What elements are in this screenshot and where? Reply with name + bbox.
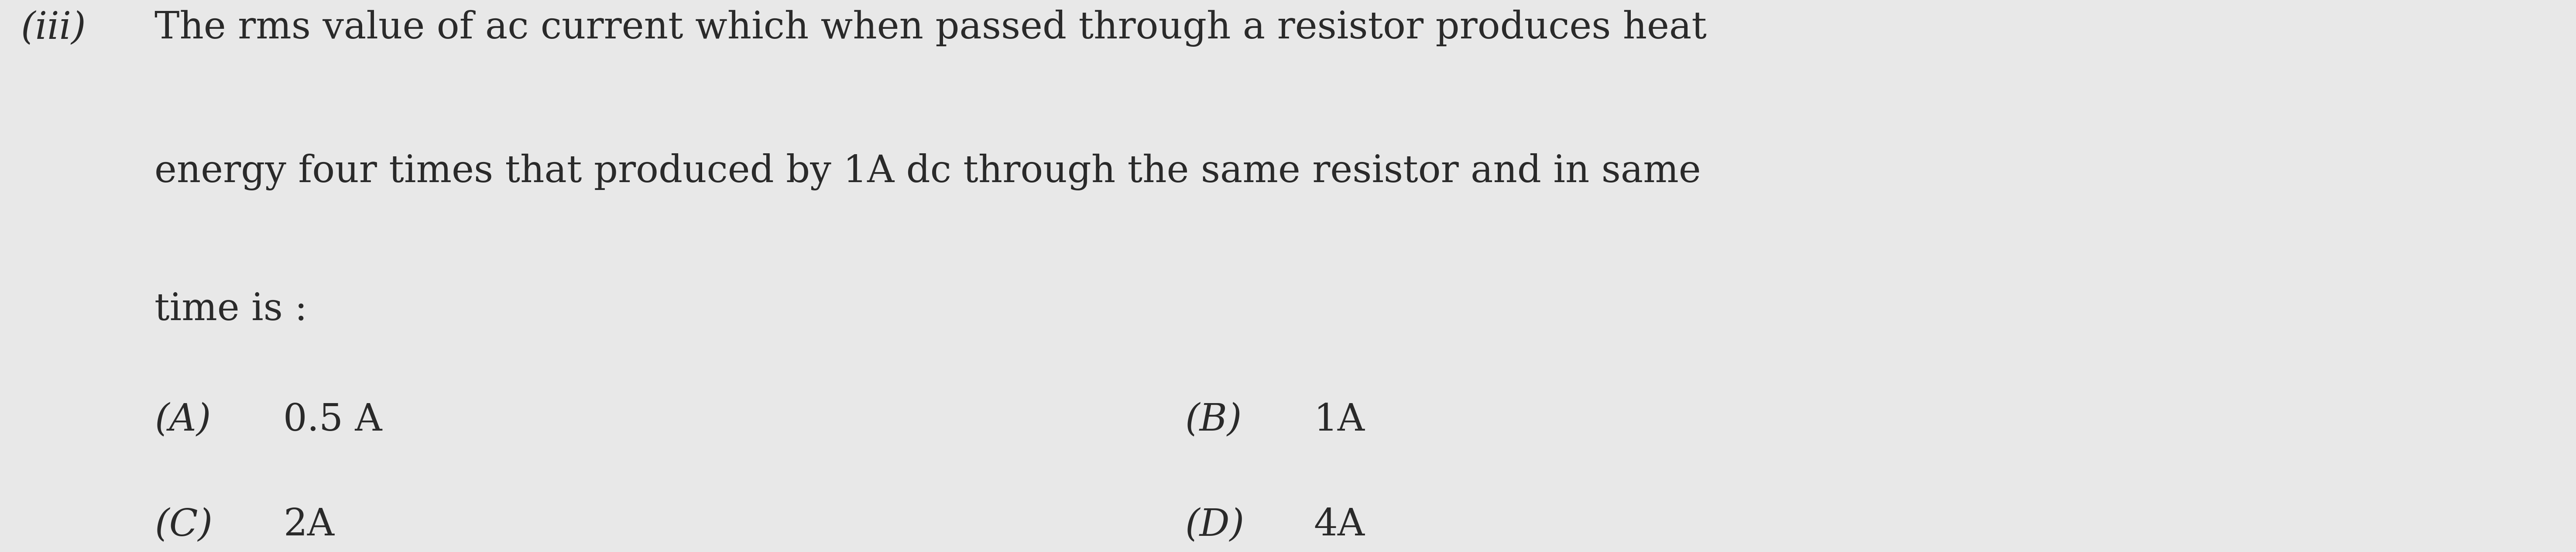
Text: (iii): (iii) — [21, 10, 85, 46]
Text: 2A: 2A — [283, 507, 335, 543]
Text: 1A: 1A — [1314, 402, 1365, 438]
Text: energy four times that produced by 1A dc through the same resistor and in same: energy four times that produced by 1A dc… — [155, 153, 1700, 190]
Text: time is :: time is : — [155, 291, 307, 328]
Text: (A): (A) — [155, 402, 211, 438]
Text: (C): (C) — [155, 507, 214, 543]
Text: 0.5 A: 0.5 A — [283, 402, 381, 438]
Text: (D): (D) — [1185, 507, 1244, 543]
Text: 4A: 4A — [1314, 507, 1365, 543]
Text: The rms value of ac current which when passed through a resistor produces heat: The rms value of ac current which when p… — [155, 10, 1708, 47]
Text: (B): (B) — [1185, 402, 1242, 438]
